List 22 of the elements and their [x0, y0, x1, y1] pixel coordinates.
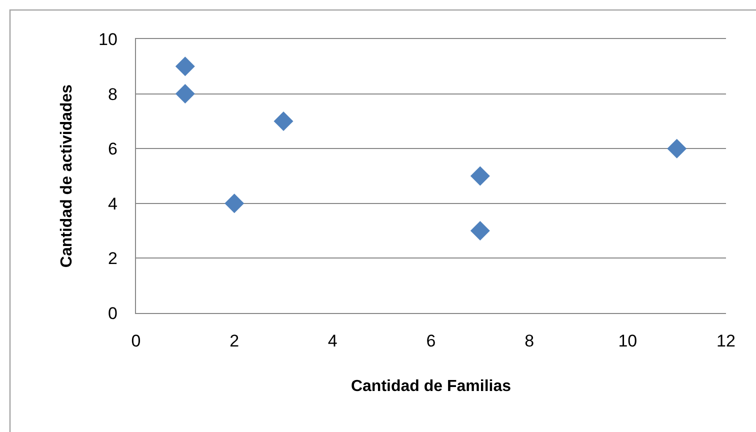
x-tick-label: 10 [618, 332, 638, 351]
x-tick-label: 12 [716, 332, 736, 351]
y-tick-label: 0 [108, 304, 118, 323]
x-tick-label: 0 [131, 332, 141, 351]
x-tick-label: 2 [230, 332, 240, 351]
point [175, 84, 195, 104]
y-axis-title: Cantidad de actividades [58, 84, 76, 268]
point [470, 166, 490, 186]
y-tick-label: 8 [108, 84, 118, 104]
y-tick-label: 6 [108, 140, 118, 159]
x-tick-label: 8 [524, 332, 534, 351]
x-tick-label: 4 [328, 332, 338, 351]
y-tick-label: 10 [98, 30, 118, 49]
point [274, 111, 294, 131]
x-tick-label: 6 [426, 332, 436, 351]
point [224, 194, 244, 214]
point [175, 56, 195, 76]
point [667, 138, 687, 158]
point [470, 221, 490, 241]
y-tick-label: 2 [108, 249, 118, 268]
y-tick-label: 4 [108, 194, 118, 214]
x-axis-title: Cantidad de Familias [350, 378, 512, 396]
